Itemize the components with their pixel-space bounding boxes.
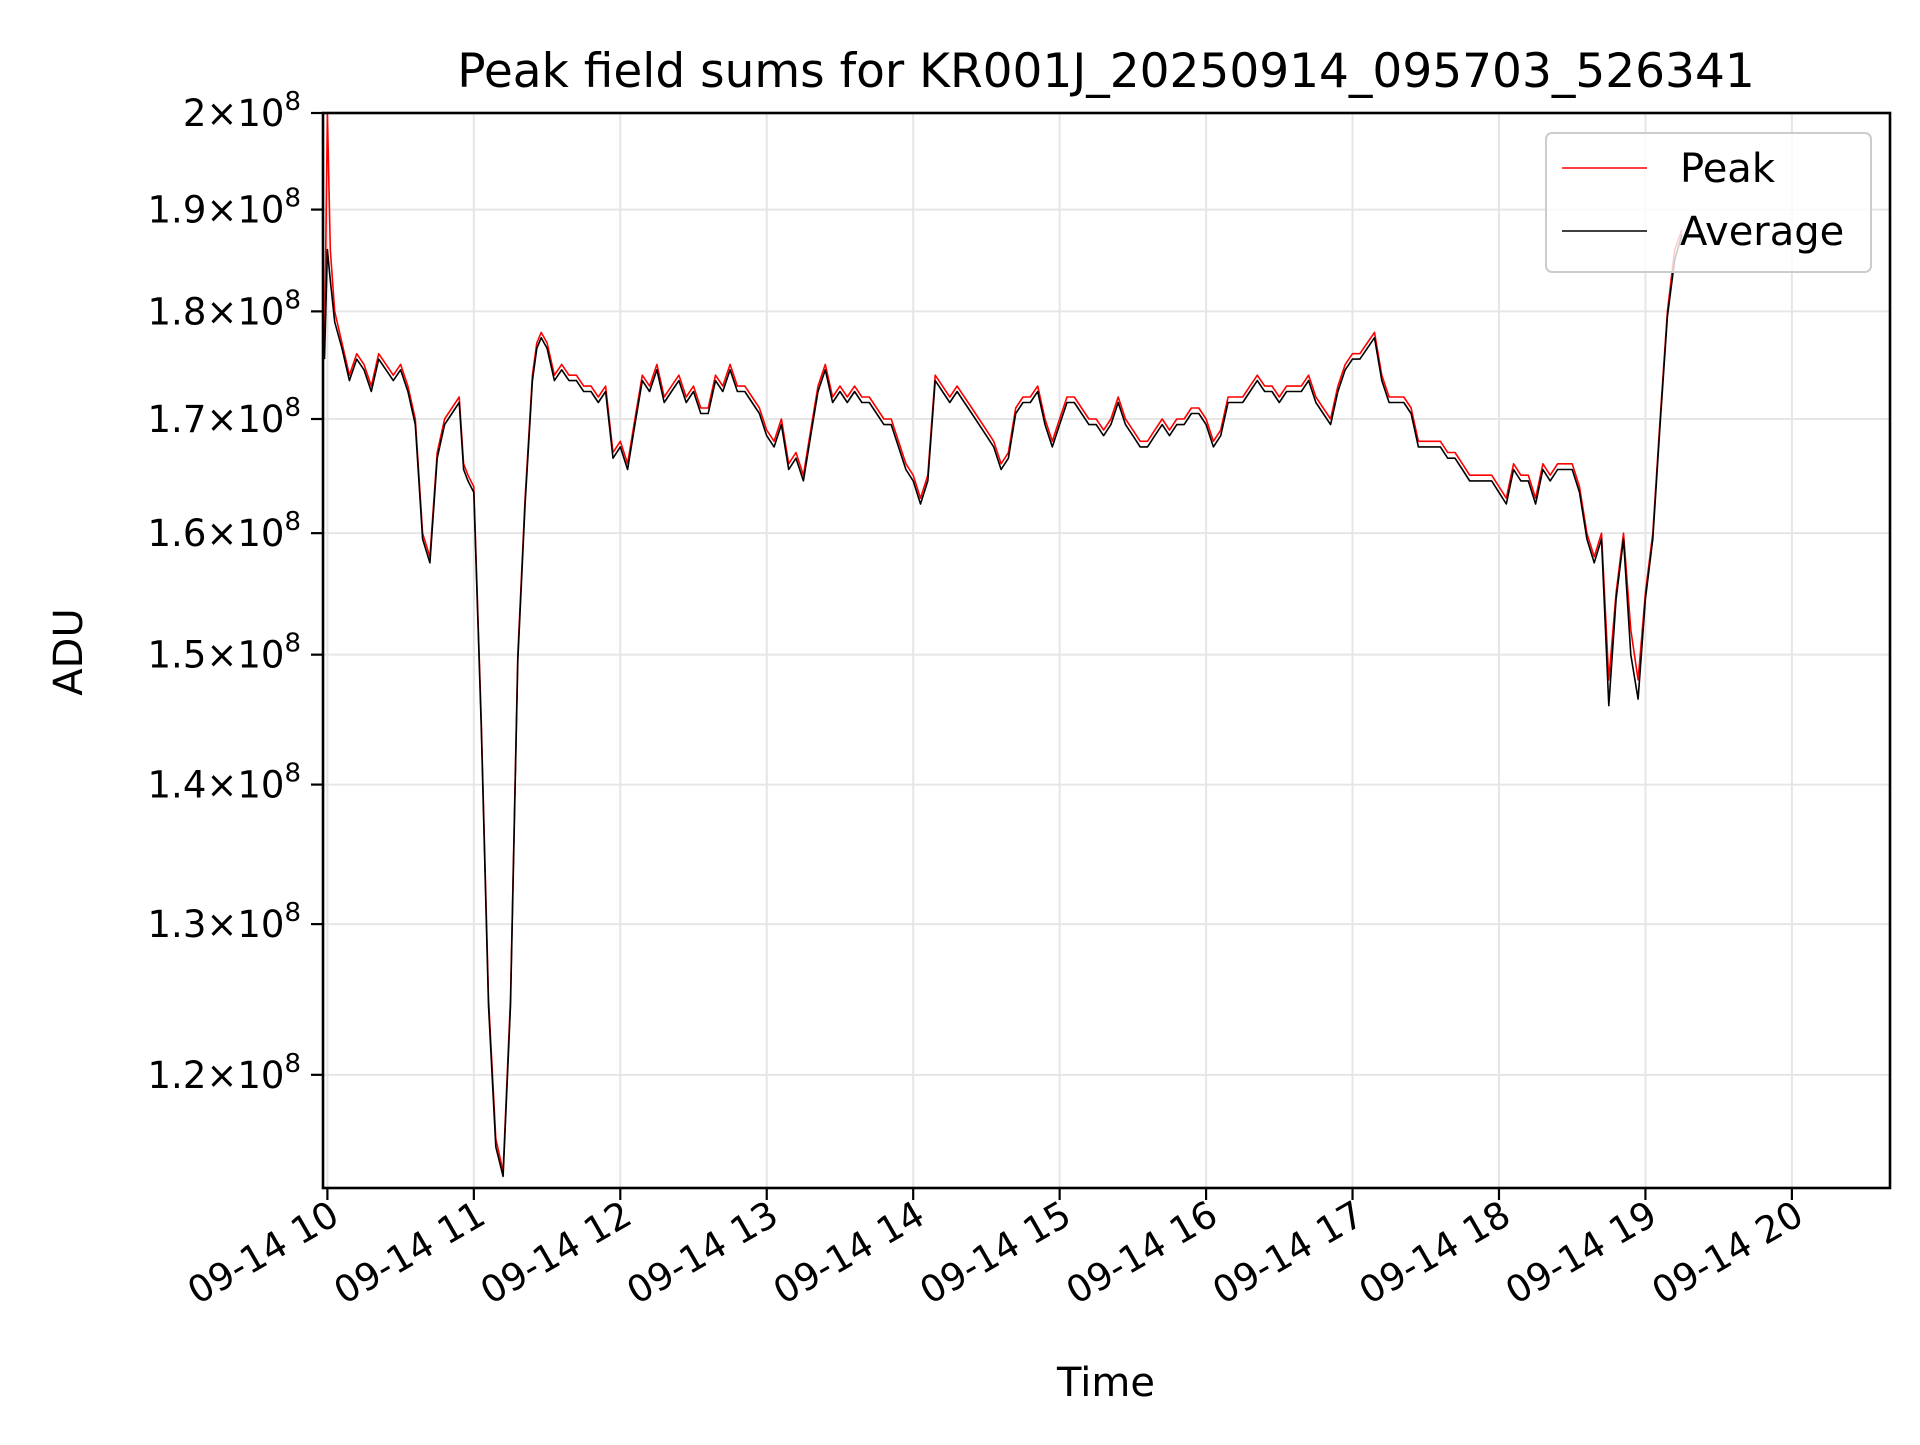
y-tick-label: 1.2×108	[148, 1049, 301, 1097]
plot-area-frame	[321, 111, 1892, 1190]
y-tick-label: 1.7×108	[148, 393, 301, 441]
y-tick-label: 1.6×108	[148, 507, 301, 555]
y-tick-label: 2×108	[183, 87, 301, 135]
y-tick-label: 1.4×108	[148, 759, 301, 807]
legend: Peak Average	[1545, 132, 1872, 273]
y-axis-ticks: 1.2×108 1.3×108 1.4×108 1.5×108 1.6×108 1.7×1…	[148, 87, 323, 1097]
legend-average-label: Average	[1680, 209, 1844, 255]
y-tick-label: 1.3×108	[148, 898, 301, 946]
legend-peak-label: Peak	[1680, 146, 1776, 192]
x-axis-label: Time	[1056, 1360, 1155, 1406]
series-lines	[323, 112, 1683, 1178]
y-tick-label: 1.5×108	[148, 629, 301, 677]
series-average-line	[323, 234, 1683, 1178]
chart-title: Peak field sums for KR001J_20250914_0957…	[457, 44, 1755, 99]
y-tick-label: 1.9×108	[148, 184, 301, 232]
y-tick-label: 1.8×108	[148, 285, 301, 333]
y-axis-label: ADU	[46, 608, 92, 695]
